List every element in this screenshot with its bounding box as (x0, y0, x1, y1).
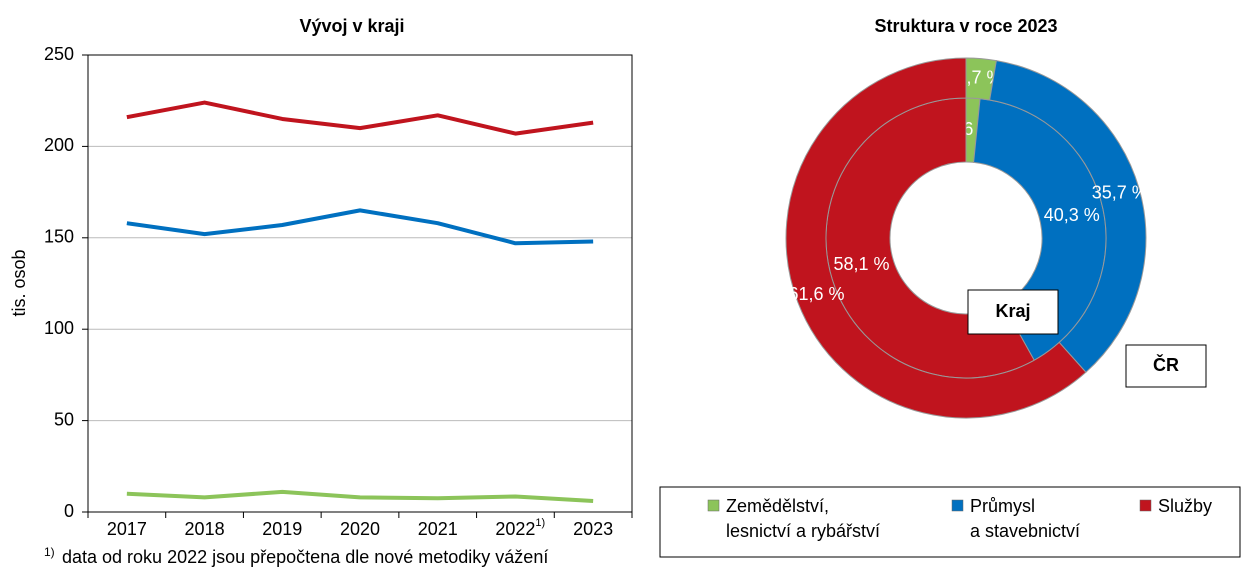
x-tick-mark: 1) (535, 517, 545, 529)
legend-label: Průmysl (970, 496, 1035, 516)
legend-swatch (1139, 499, 1152, 512)
chart-title: Vývoj v kraji (299, 16, 404, 36)
data-label: 58,1 % (833, 254, 889, 274)
data-label: 35,7 % (1092, 183, 1148, 203)
legend-label: a stavebnictví (970, 521, 1080, 541)
x-tick-label: 2022 (495, 519, 535, 539)
donut-slice (785, 57, 1087, 419)
footnote-mark: 1) (44, 545, 55, 559)
line-series (126, 100, 594, 136)
data-label: 2,7 % (957, 67, 1003, 87)
y-tick-label: 200 (44, 135, 74, 155)
ring-label-box (967, 289, 1059, 335)
legend-label: Služby (1158, 496, 1212, 516)
data-label: 40,3 % (1044, 205, 1100, 225)
y-axis-label: tis. osob (9, 249, 29, 316)
legend-label: Zemědělství, (726, 496, 829, 516)
chart-title: Struktura v roce 2023 (874, 16, 1057, 36)
x-tick-label: 2021 (418, 519, 458, 539)
ring-label: ČR (1153, 354, 1179, 375)
y-tick-label: 100 (44, 318, 74, 338)
data-label: 61,6 % (788, 284, 844, 304)
legend-swatch (707, 499, 720, 512)
donut-slice (989, 60, 1147, 373)
legend-box (659, 486, 1241, 558)
x-tick-label: 2018 (185, 519, 225, 539)
y-tick-label: 50 (54, 409, 74, 429)
x-tick-label: 2020 (340, 519, 380, 539)
ring-label: Kraj (995, 301, 1030, 321)
plot-frame (87, 54, 633, 513)
ring-label-box (1125, 344, 1207, 388)
x-tick-label: 2023 (573, 519, 613, 539)
y-tick-label: 0 (64, 501, 74, 521)
y-tick-label: 150 (44, 227, 74, 247)
line-series (126, 489, 594, 504)
legend-swatch (951, 499, 964, 512)
x-tick-label: 2017 (107, 519, 147, 539)
x-tick-label: 2019 (262, 519, 302, 539)
line-series (126, 208, 594, 246)
y-tick-label: 250 (44, 44, 74, 64)
legend-label: lesnictví a rybářství (726, 521, 880, 541)
footnote: data od roku 2022 jsou přepočtena dle no… (62, 547, 548, 567)
